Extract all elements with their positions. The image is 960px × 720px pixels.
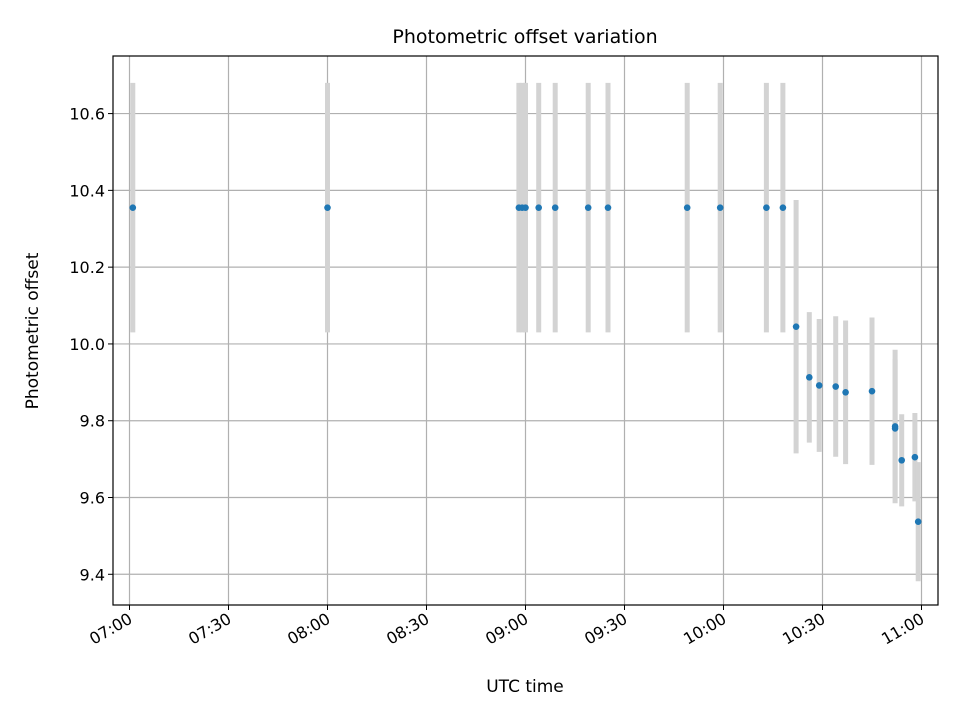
x-tick-label: 07:00 <box>86 609 135 649</box>
data-points <box>129 204 922 525</box>
data-point <box>832 383 839 390</box>
data-point <box>815 382 823 389</box>
x-tick-label: 08:30 <box>383 609 432 649</box>
data-point <box>891 425 899 432</box>
data-point <box>779 204 787 211</box>
data-point <box>604 204 612 211</box>
x-axis-label: UTC time <box>486 677 564 697</box>
y-tick-label: 9.8 <box>80 412 105 431</box>
data-point <box>584 204 592 211</box>
data-point <box>535 204 542 211</box>
y-axis: 9.4 9.6 9.8 10.0 10.2 10.4 10.6 <box>69 105 113 584</box>
data-point <box>324 204 331 211</box>
y-tick-label: 10.6 <box>69 105 105 124</box>
x-axis: 07:00 07:30 08:00 08:30 09:00 09:30 10:00 10:30… <box>86 605 928 649</box>
data-point <box>806 374 813 381</box>
x-tick-label: 11:00 <box>878 609 927 649</box>
data-point <box>911 453 919 461</box>
y-tick-label: 9.6 <box>80 489 105 508</box>
data-point <box>914 518 922 525</box>
x-tick-label: 08:00 <box>284 609 333 649</box>
x-tick-label: 09:00 <box>482 609 531 649</box>
data-point <box>683 204 691 211</box>
data-point <box>551 204 559 211</box>
x-tick-label: 10:30 <box>779 609 828 649</box>
data-point <box>763 204 770 211</box>
data-point <box>868 387 876 395</box>
data-point <box>129 204 137 211</box>
data-point <box>842 389 849 396</box>
data-point <box>522 204 529 211</box>
data-point <box>792 323 800 330</box>
x-tick-label: 10:00 <box>680 609 729 649</box>
y-axis-label: Photometric offset <box>23 252 43 409</box>
y-tick-label: 10.2 <box>69 258 105 277</box>
x-tick-label: 07:30 <box>185 609 234 649</box>
y-tick-label: 10.4 <box>69 181 105 200</box>
data-point <box>716 204 724 211</box>
y-tick-label: 10.0 <box>69 335 105 354</box>
x-tick-label: 09:30 <box>581 609 630 649</box>
chart-title: Photometric offset variation <box>392 26 657 48</box>
y-tick-label: 9.4 <box>80 565 105 584</box>
data-point <box>898 456 905 464</box>
